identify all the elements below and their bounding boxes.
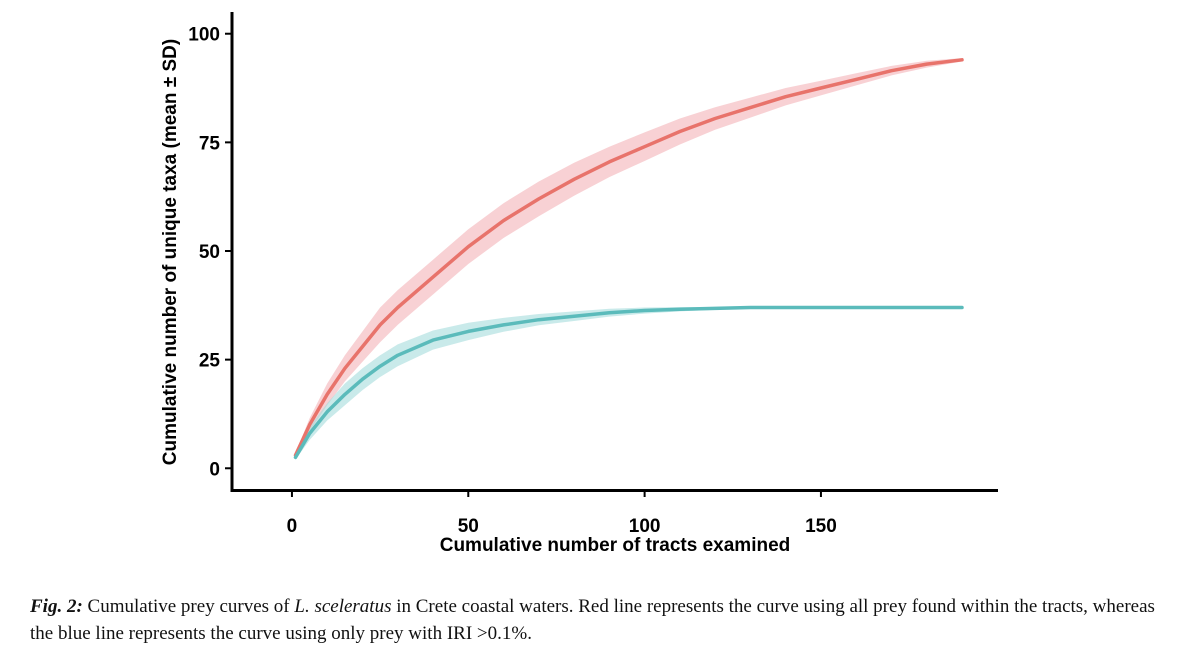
- y-tick-label: 0: [209, 459, 220, 480]
- y-tick-label: 100: [188, 25, 220, 46]
- x-tick-label: 100: [629, 516, 661, 537]
- y-axis-title: Cumulative number of unique taxa (mean ±…: [160, 39, 181, 465]
- y-tick-label: 50: [199, 242, 220, 263]
- x-tick-label: 0: [287, 516, 298, 537]
- prey-curve-chart: 0 25 50 75 100 0 50 100 150 Cumulative number o…: [160, 12, 998, 556]
- caption-label: Fig. 2:: [30, 596, 83, 617]
- series-1-sd-band: [295, 58, 962, 458]
- series-2-mean-line: [293, 305, 964, 460]
- series-1-mean-line: [293, 58, 964, 457]
- y-ticks: 0 25 50 75 100: [188, 25, 232, 480]
- x-ticks: 0 50 100 150: [287, 490, 837, 537]
- y-tick-label: 25: [199, 351, 221, 372]
- figure-caption: Fig. 2: Cumulative prey curves of L. sce…: [30, 593, 1180, 647]
- y-tick-label: 75: [199, 133, 221, 154]
- x-tick-label: 150: [805, 516, 837, 537]
- x-axis-title: Cumulative number of tracts examined: [440, 535, 791, 556]
- mean-lines: [293, 58, 964, 460]
- caption-text-after: in Crete coastal waters. Red line repres…: [30, 596, 1155, 644]
- series-2-sd-band: [295, 306, 962, 460]
- caption-species: L. sceleratus: [294, 596, 392, 617]
- x-tick-label: 50: [458, 516, 479, 537]
- sd-bands: [295, 58, 962, 460]
- caption-text-before: Cumulative prey curves of: [82, 596, 295, 617]
